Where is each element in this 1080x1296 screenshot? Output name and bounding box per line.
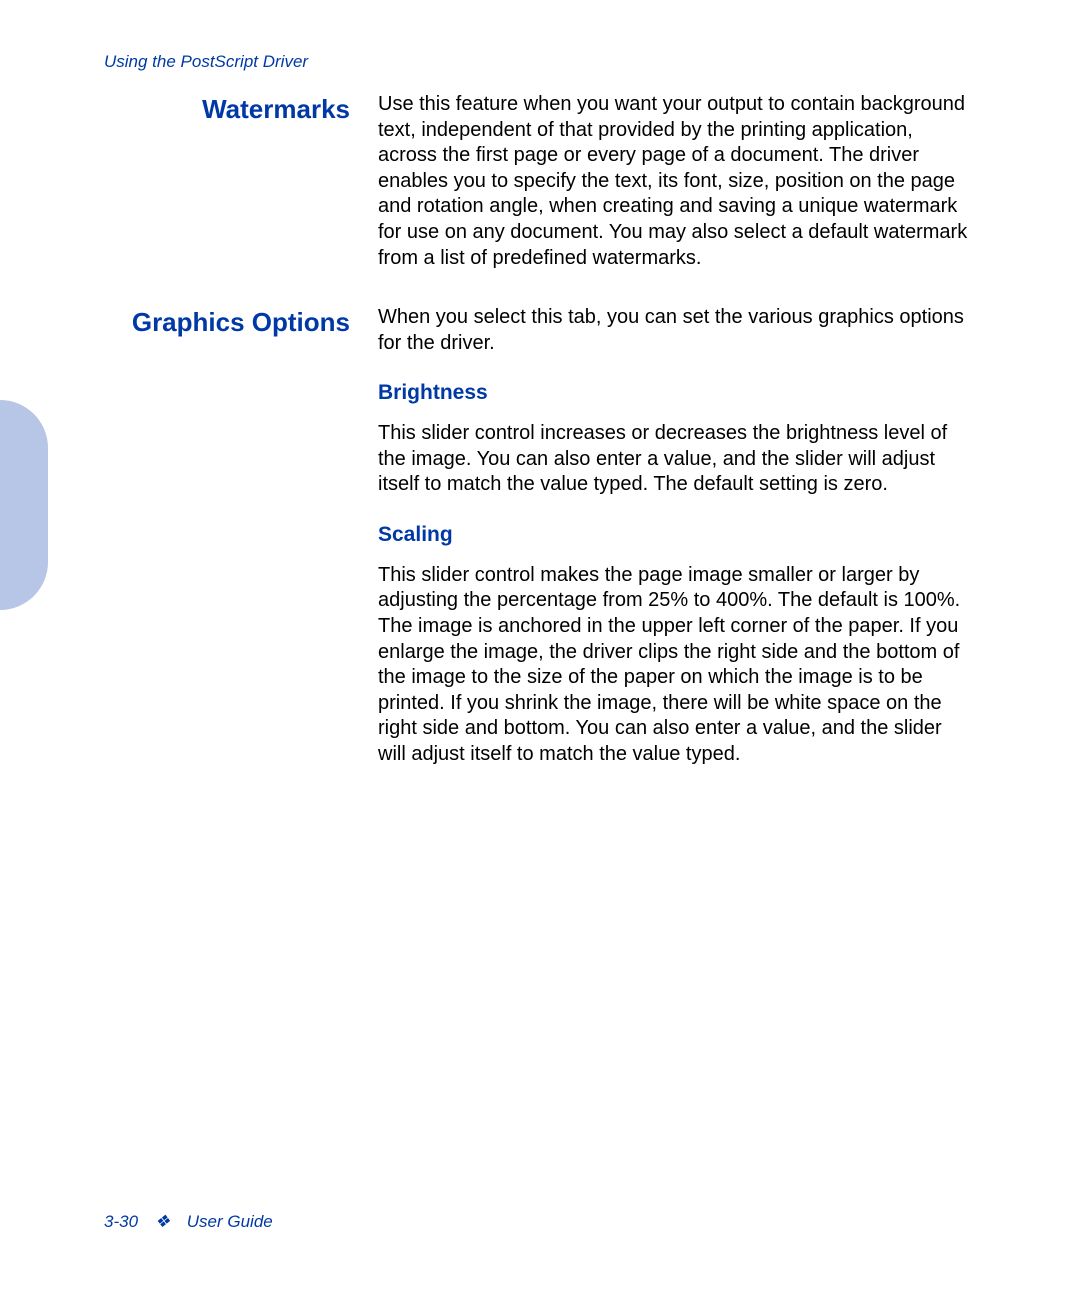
page-content: Watermarks Use this feature when you wan…	[0, 92, 1080, 802]
footer-bullet-icon: ❖	[155, 1212, 170, 1231]
section-body-graphics-options: When you select this tab, you can set th…	[378, 305, 968, 767]
section-body-watermarks: Use this feature when you want your outp…	[378, 92, 968, 271]
section-watermarks: Watermarks Use this feature when you wan…	[0, 92, 1080, 271]
graphics-options-intro: When you select this tab, you can set th…	[378, 305, 968, 356]
footer-page-number: 3-30	[104, 1212, 138, 1231]
footer-guide-label: User Guide	[187, 1212, 273, 1231]
section-heading-graphics-options: Graphics Options	[0, 305, 378, 767]
subsection-body-scaling: This slider control makes the page image…	[378, 563, 968, 768]
subsection-body-brightness: This slider control increases or decreas…	[378, 421, 968, 498]
subsection-heading-brightness: Brightness	[378, 380, 968, 407]
chapter-header: Using the PostScript Driver	[104, 52, 308, 72]
section-graphics-options: Graphics Options When you select this ta…	[0, 305, 1080, 767]
subsection-heading-scaling: Scaling	[378, 522, 968, 549]
section-heading-watermarks: Watermarks	[0, 92, 378, 271]
page-footer: 3-30 ❖ User Guide	[104, 1212, 273, 1232]
